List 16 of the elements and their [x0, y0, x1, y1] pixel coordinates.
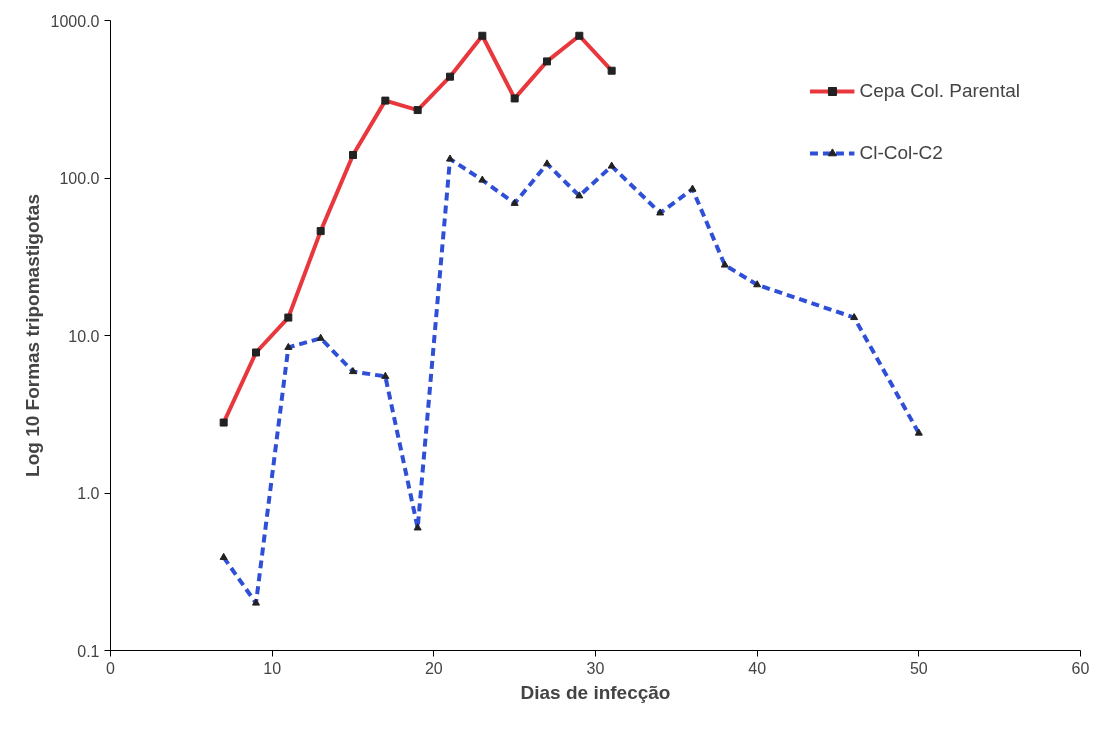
x-axis-title: Dias de infecção [520, 681, 671, 703]
x-tick-label: 0 [106, 659, 116, 677]
y-axis-title: Log 10 Formas tripomastigotas [21, 194, 43, 477]
y-tick-label: 1000.0 [50, 12, 100, 30]
x-tick-label: 60 [1071, 659, 1090, 677]
y-tick-label: 100.0 [59, 170, 100, 187]
y-tick-label: 1.0 [77, 485, 100, 502]
x-tick-label: 20 [424, 659, 443, 677]
x-tick-label: 40 [748, 659, 767, 677]
y-tick-label: 0.1 [77, 642, 100, 660]
x-tick-label: 50 [909, 659, 928, 677]
y-tick-label: 10.0 [68, 327, 100, 345]
legend-label: Cepa Col. Parental [859, 80, 1020, 102]
x-tick-label: 10 [263, 659, 282, 677]
legend-label: Cl-Col-C2 [859, 142, 943, 164]
x-tick-label: 30 [586, 659, 605, 677]
